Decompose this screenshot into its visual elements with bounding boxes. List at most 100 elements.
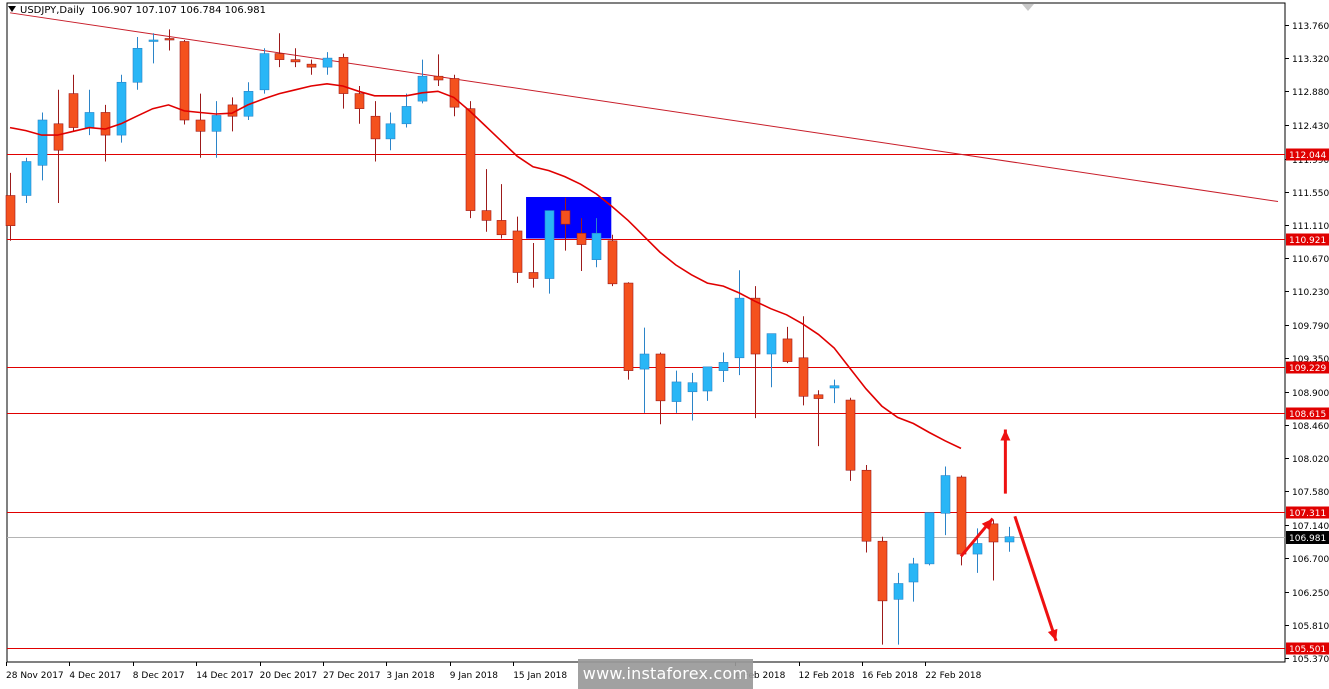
candle-body: [322, 57, 333, 68]
candle-body: [354, 93, 365, 109]
level-price-label: 112.044: [1289, 151, 1326, 161]
x-tick-label: 27 Dec 2017: [323, 671, 381, 681]
candle-body: [988, 523, 999, 543]
candle-body: [639, 353, 650, 370]
candle-body: [655, 353, 666, 402]
candle-body: [306, 63, 317, 68]
candle-body: [148, 39, 159, 42]
candle-body: [290, 59, 301, 63]
y-tick-label: 112.430: [1292, 122, 1329, 132]
dropdown-triangle-icon[interactable]: [8, 6, 16, 12]
y-tick-label: 110.670: [1292, 255, 1329, 265]
candle-body: [259, 53, 270, 91]
moving-average-line: [9, 82, 962, 450]
level-price-label: 105.501: [1289, 645, 1326, 655]
candle-body: [956, 476, 967, 555]
level-price-label: 108.615: [1289, 410, 1326, 420]
candle-body: [782, 338, 793, 362]
candle-body: [607, 240, 618, 285]
candle-body: [813, 394, 824, 399]
candle-body: [370, 115, 381, 140]
candle-body: [68, 93, 79, 128]
y-tick-label: 108.460: [1292, 422, 1329, 432]
y-tick-label: 105.370: [1292, 655, 1329, 665]
candle-body: [1004, 536, 1015, 543]
candle-body: [908, 563, 919, 583]
y-tick-label: 108.900: [1292, 389, 1329, 399]
candle-body: [195, 119, 206, 132]
level-price-tag: [1286, 642, 1329, 655]
candle-body: [544, 210, 555, 279]
candle-body: [940, 475, 951, 514]
y-tick-label: 111.550: [1292, 189, 1329, 199]
y-tick-label: 105.810: [1292, 622, 1329, 632]
y-tick-label: 106.700: [1292, 555, 1329, 565]
chart-header: USDJPY,Daily 106.907 107.107 106.784 106…: [8, 5, 266, 16]
x-tick-label: 12 Feb 2018: [799, 671, 855, 681]
y-tick-label: 106.250: [1292, 589, 1329, 599]
x-tick-label: 4 Dec 2017: [69, 671, 121, 681]
candle-body: [417, 75, 428, 102]
candle-body: [829, 385, 840, 389]
level-price-tag: [1286, 148, 1329, 161]
candle-body: [274, 53, 285, 60]
trendline: [9, 12, 1279, 203]
candle-body: [132, 47, 143, 83]
candle-body: [512, 230, 523, 273]
ohlc-readout: 106.907 107.107 106.784 106.981: [91, 5, 267, 16]
candle-body: [481, 210, 492, 221]
x-tick-label: 28 Nov 2017: [6, 671, 64, 681]
candle-body: [766, 333, 777, 355]
candle-body: [845, 399, 856, 471]
candle-body: [116, 81, 127, 136]
candle-body: [671, 381, 682, 402]
candle-body: [179, 41, 190, 121]
x-tick-label: 15 Jan 2018: [513, 671, 567, 681]
y-tick-label: 107.140: [1292, 522, 1329, 532]
candle-body: [385, 123, 396, 140]
candle-body: [37, 119, 48, 166]
candle-body: [449, 78, 460, 108]
level-price-tag: [1286, 407, 1329, 420]
candle-body: [528, 272, 539, 279]
candle-body: [164, 38, 175, 41]
candle-body: [861, 469, 872, 542]
candle-body: [401, 106, 412, 125]
candle-body: [718, 362, 729, 371]
candle-body: [877, 540, 888, 602]
y-tick-label: 107.580: [1292, 488, 1329, 498]
forecast-arrow-head: [1000, 429, 1011, 441]
candle-body: [21, 161, 32, 196]
x-tick-label: 6 Feb 2018: [735, 671, 786, 681]
x-tick-label: 9 Jan 2018: [450, 671, 498, 681]
candle-body: [496, 220, 507, 236]
level-price-tag: [1286, 233, 1329, 246]
candle-body: [433, 75, 444, 81]
x-tick-label: 16 Feb 2018: [862, 671, 918, 681]
chart-shift-marker-icon[interactable]: [1022, 4, 1034, 11]
current-price-tag: [1286, 531, 1329, 544]
candle-body: [734, 297, 745, 359]
candle-body: [893, 583, 904, 600]
candle-body: [972, 543, 983, 555]
candle-body: [560, 210, 571, 225]
x-tick-label: 14 Dec 2017: [196, 671, 254, 681]
y-tick-label: 109.350: [1292, 355, 1329, 365]
y-tick-label: 111.990: [1292, 156, 1329, 166]
level-price-label: 109.229: [1289, 364, 1326, 374]
y-tick-label: 111.110: [1292, 222, 1329, 232]
y-tick-label: 108.020: [1292, 455, 1329, 465]
y-tick-label: 113.320: [1292, 55, 1329, 65]
candle-body: [687, 382, 698, 393]
candle-body: [53, 123, 64, 151]
candle-body: [702, 366, 713, 392]
x-tick-label: 20 Dec 2017: [260, 671, 318, 681]
candle-body: [623, 282, 634, 371]
current-price-label: 106.981: [1289, 534, 1326, 544]
symbol-label: USDJPY,Daily: [20, 5, 85, 16]
x-tick-label: 3 Jan 2018: [386, 671, 434, 681]
candle-body: [100, 112, 111, 136]
forecast-arrow-head: [981, 518, 993, 531]
